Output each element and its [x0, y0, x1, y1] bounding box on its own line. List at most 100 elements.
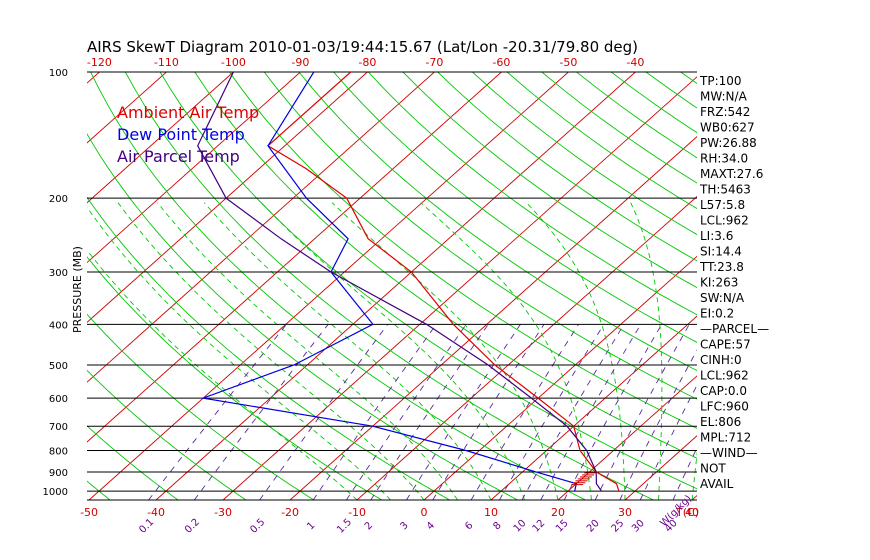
dry-adiabat-line: [87, 133, 518, 500]
isotherm-line: [826, 72, 870, 500]
pressure-tick-label: 200: [49, 194, 68, 205]
isotherm-line: [759, 72, 870, 500]
pressure-tick-label: 900: [49, 468, 68, 479]
mixing-ratio-line: [370, 324, 489, 500]
dry-adiabat-line: [87, 313, 315, 500]
moist-adiabat-line: [630, 202, 663, 500]
mixing-ratio-tick-label: 10: [512, 518, 529, 535]
top-temp-tick-label: -110: [154, 56, 179, 69]
legend-entry: Ambient Air Temp: [117, 103, 259, 122]
mixing-ratio-tick-label: 1: [305, 520, 317, 532]
index-item: SW:N/A: [700, 291, 745, 305]
mixing-ratio-tick-label: 0.5: [248, 517, 267, 536]
index-item: KI:263: [700, 276, 738, 290]
dry-adiabat-line: [159, 72, 697, 490]
pressure-tick-label: 800: [49, 447, 68, 458]
mixing-ratio-tick-label: 15: [554, 518, 571, 535]
isotherm-line: [222, 76, 697, 500]
dry-adiabat-line: [506, 72, 697, 210]
top-temp-tick-label: -60: [492, 56, 510, 69]
index-item: —PARCEL—: [700, 322, 769, 336]
index-item: CINH:0: [700, 353, 742, 367]
dry-adiabat-line: [87, 369, 247, 500]
mixing-ratio-line: [619, 349, 697, 500]
index-item: LCL:962: [700, 214, 749, 228]
moist-adiabat-line: [260, 202, 526, 500]
mixing-ratio-tick-label: 4: [425, 520, 437, 532]
moist-adiabat-line: [157, 202, 458, 500]
index-item: RH:34.0: [700, 152, 748, 166]
series-line-dew-point-temp: [200, 72, 578, 492]
mixing-ratio-tick-label: 30: [630, 518, 647, 535]
index-item: EI:0.2: [700, 307, 734, 321]
pressure-lines: [87, 71, 697, 501]
bottom-temp-tick-label: 30: [618, 506, 632, 519]
isotherm-line: [87, 72, 435, 383]
moist-adiabat-line: [87, 206, 391, 500]
top-temp-tick-label: -120: [87, 56, 112, 69]
bottom-temp-tick-label: -40: [147, 506, 165, 519]
index-item: LI:3.6: [700, 229, 733, 243]
isotherm-line: [87, 72, 368, 323]
index-item: PW:26.88: [700, 136, 757, 150]
dry-adiabat-line: [437, 72, 697, 262]
bottom-temp-tick-label: 40: [685, 506, 699, 519]
top-temp-tick-label: -70: [425, 56, 443, 69]
index-item: TP:100: [699, 74, 742, 88]
mixing-ratio-tick-label: 2: [363, 520, 375, 532]
moist-adiabat-line: [203, 202, 492, 500]
mixing-ratio-tick-label: 0.1: [137, 517, 156, 536]
index-item: TT:23.8: [699, 260, 744, 274]
mixing-ratio-tick-label: 8: [491, 520, 503, 532]
legend-entry: Air Parcel Temp: [117, 147, 240, 166]
index-item: SI:14.4: [700, 245, 742, 259]
isotherm-line: [423, 255, 697, 500]
pressure-tick-label: 700: [49, 422, 68, 433]
isotherm-line: [0, 72, 32, 500]
pressure-tick-label: 100: [49, 68, 68, 79]
dry-adiabat-line: [645, 72, 697, 109]
index-item: TH:5463: [699, 183, 751, 197]
pressure-tick-label: 600: [49, 394, 68, 405]
legend: Ambient Air Temp Dew Point Temp Air Parcel…: [117, 103, 259, 166]
isotherm-line: [155, 72, 636, 500]
index-item: WB0:627: [700, 121, 755, 135]
index-item: CAPE:57: [700, 338, 751, 352]
pressure-tick-label: 1000: [43, 487, 68, 498]
mixing-ratio-tick-label: 0.2: [183, 517, 202, 536]
bottom-temp-tick-label: 20: [551, 506, 565, 519]
index-item: —WIND—: [700, 446, 758, 460]
isotherm-line: [87, 72, 301, 264]
surface-wind-marks: [571, 472, 597, 486]
bottom-temp-tick-label: 0: [421, 506, 428, 519]
mixing-ratio-line: [639, 384, 697, 500]
index-item: MPL:712: [700, 431, 751, 445]
isotherm-line: [87, 72, 100, 84]
mixing-ratio-tick-label: 25: [610, 518, 627, 535]
isotherm-line: [87, 72, 502, 443]
mixing-ratio-line: [259, 324, 389, 500]
dry-adiabat-line: [472, 72, 697, 236]
profile-series: [197, 72, 620, 492]
mixing-ratio-line: [594, 324, 690, 500]
moist-adiabat-line: [420, 202, 593, 500]
index-item: LFC:960: [700, 400, 749, 414]
mixing-ratio-line: [521, 324, 625, 500]
index-item: L57:5.8: [700, 198, 745, 212]
mixing-ratio-line: [499, 324, 605, 500]
top-temp-tick-label: -80: [358, 56, 376, 69]
bottom-temp-tick-label: -20: [281, 506, 299, 519]
mixing-ratio-tick-label: 3: [399, 520, 411, 532]
index-item: CAP:0.0: [700, 384, 747, 398]
moist-adiabat-line: [87, 249, 358, 500]
bottom-temp-tick-label: 10: [484, 506, 498, 519]
pressure-tick-label: 300: [49, 268, 68, 279]
index-item: FRZ:542: [700, 105, 750, 119]
dry-adiabat-line: [402, 72, 697, 289]
mixing-ratio-line: [346, 324, 467, 500]
dry-adiabat-line: [87, 425, 179, 500]
bottom-temp-tick-label: -50: [80, 506, 98, 519]
mixing-ratio-line: [148, 324, 287, 500]
y-axis-label: PRESSURE (MB): [71, 246, 84, 333]
